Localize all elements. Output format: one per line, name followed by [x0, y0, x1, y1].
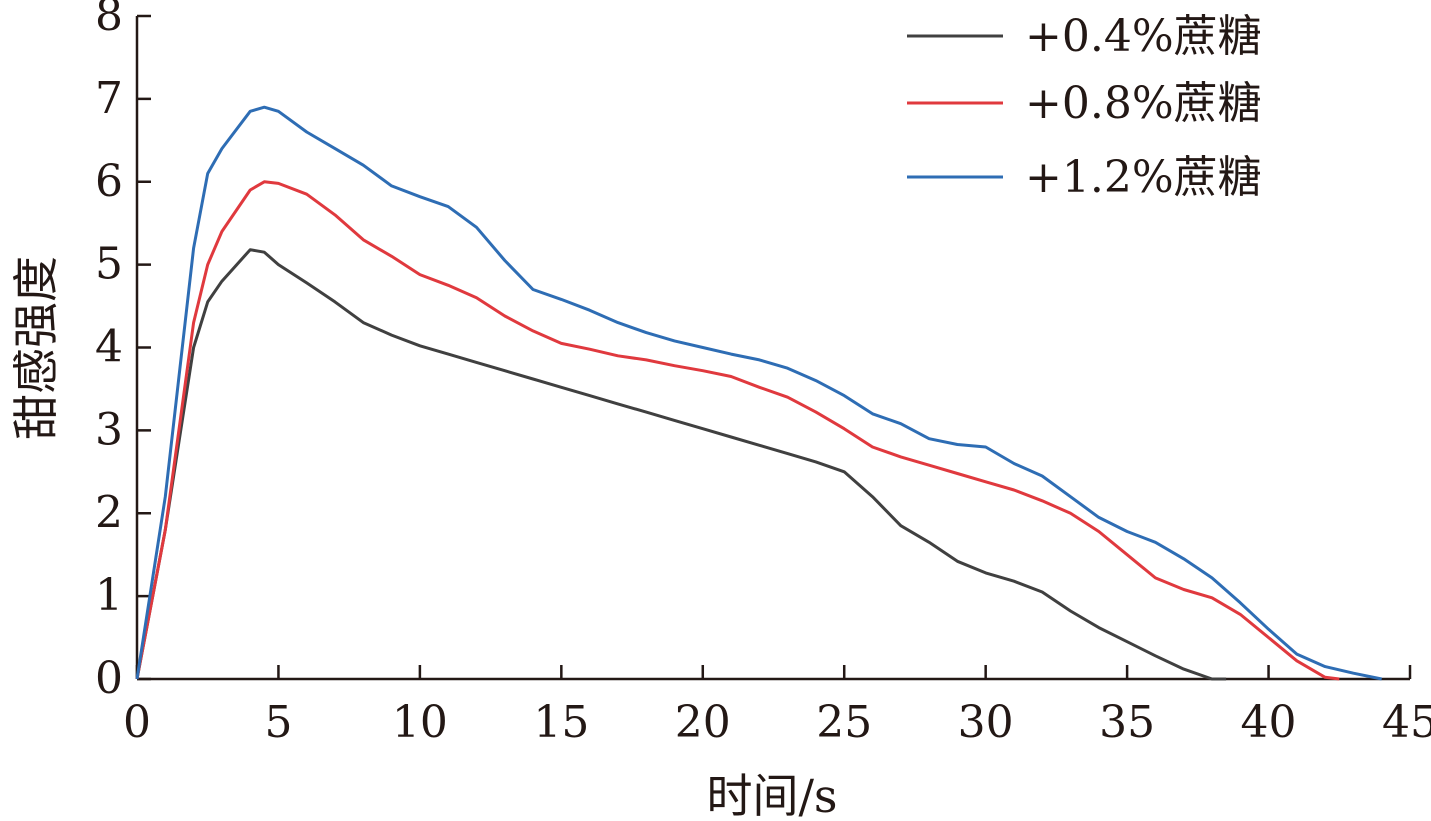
y-tick-label: 8	[95, 0, 123, 41]
x-tick-label: 0	[123, 697, 151, 748]
y-tick-label: 6	[95, 156, 123, 207]
y-tick-label: 0	[95, 653, 123, 704]
x-tick-label: 35	[1099, 697, 1155, 748]
x-tick-label: 20	[675, 697, 731, 748]
legend: +0.4%蔗糖 +0.8%蔗糖 +1.2%蔗糖	[907, 11, 1262, 203]
x-tick-label: 40	[1241, 697, 1297, 748]
y-axis-label: 甜感强度	[9, 256, 63, 440]
series-line-2	[135, 180, 1340, 681]
x-tick-label: 30	[958, 697, 1014, 748]
y-tick-label: 1	[95, 570, 123, 621]
x-tick-label: 25	[816, 697, 872, 748]
y-tick-label: 7	[95, 73, 123, 124]
x-tick-label: 45	[1382, 697, 1431, 748]
y-tick-label: 2	[95, 487, 123, 538]
y-tick-label: 4	[95, 322, 123, 373]
x-tick-label: 10	[392, 697, 448, 748]
series-line-3	[135, 105, 1383, 681]
x-tick-label: 15	[533, 697, 589, 748]
y-tick-label: 3	[95, 404, 123, 455]
series-lines	[135, 105, 1383, 681]
series-line-1	[135, 248, 1227, 681]
legend-label-2: +0.8%蔗糖	[1025, 78, 1262, 129]
legend-label-1: +0.4%蔗糖	[1025, 11, 1262, 62]
legend-label-3: +1.2%蔗糖	[1025, 152, 1262, 203]
x-axis-label: 时间/s	[706, 769, 837, 821]
x-tick-label: 5	[264, 697, 292, 748]
y-tick-label: 5	[95, 239, 123, 290]
